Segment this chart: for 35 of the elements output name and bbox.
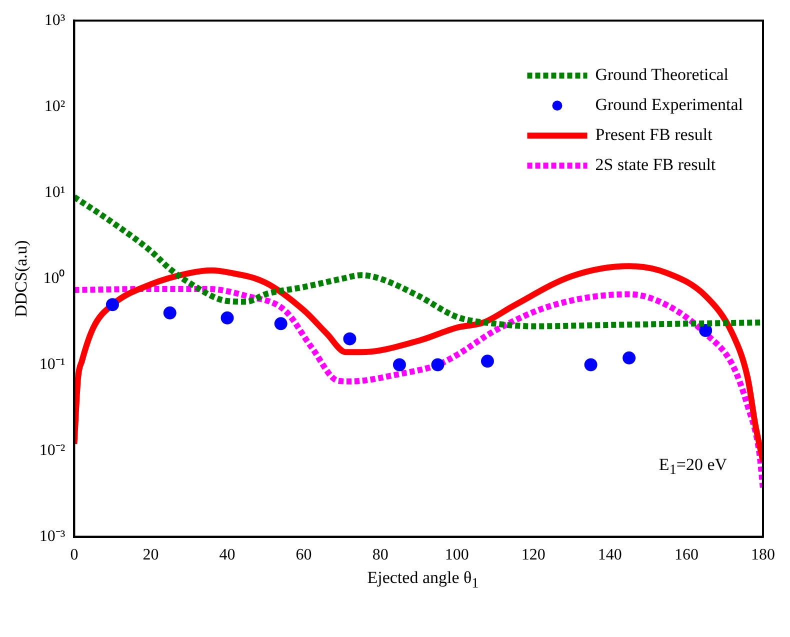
point xyxy=(106,298,119,312)
point xyxy=(220,311,234,324)
y-tick-label: 10⁻³ xyxy=(39,528,66,546)
point xyxy=(480,354,494,368)
legend-label: Ground Experimental xyxy=(595,95,744,114)
x-tick-label: 80 xyxy=(372,546,388,564)
x-tick-label: 0 xyxy=(70,546,78,564)
annotation: E$_{1}$=20 eV xyxy=(658,454,728,479)
x-tick-label: 140 xyxy=(598,546,622,564)
x-tick-label: 180 xyxy=(751,546,775,564)
x-tick-label: 120 xyxy=(521,546,546,564)
x-tick-label: 100 xyxy=(444,546,469,564)
point xyxy=(163,306,176,320)
y-tick-label: 10⁻¹ xyxy=(39,356,66,373)
x-tick-label: 60 xyxy=(296,546,312,564)
legend-label: Present FB result xyxy=(595,125,713,144)
x-axis-title: Ejected angle θ$_{1}$ xyxy=(366,568,480,592)
x-tick-label: 40 xyxy=(219,546,236,564)
point xyxy=(431,358,444,372)
point xyxy=(343,332,356,346)
legend-label: 2S state FB result xyxy=(595,155,716,174)
point xyxy=(274,317,288,330)
y-tick-label: 10⁰ xyxy=(43,268,66,287)
point xyxy=(584,358,598,372)
y-tick-label: 10³ xyxy=(44,12,66,29)
x-tick-label: 160 xyxy=(674,546,698,564)
x-tick-label: 20 xyxy=(142,546,159,564)
y-tick-label: 10¹ xyxy=(44,184,66,201)
y-tick-label: 10⁻² xyxy=(39,442,66,459)
y-tick-label: 10² xyxy=(44,98,66,115)
point xyxy=(699,324,712,337)
point xyxy=(622,351,636,364)
legend-label: Ground Theoretical xyxy=(595,65,729,84)
point xyxy=(392,358,406,372)
y-axis-title: DDCS(a.u) xyxy=(12,240,31,318)
